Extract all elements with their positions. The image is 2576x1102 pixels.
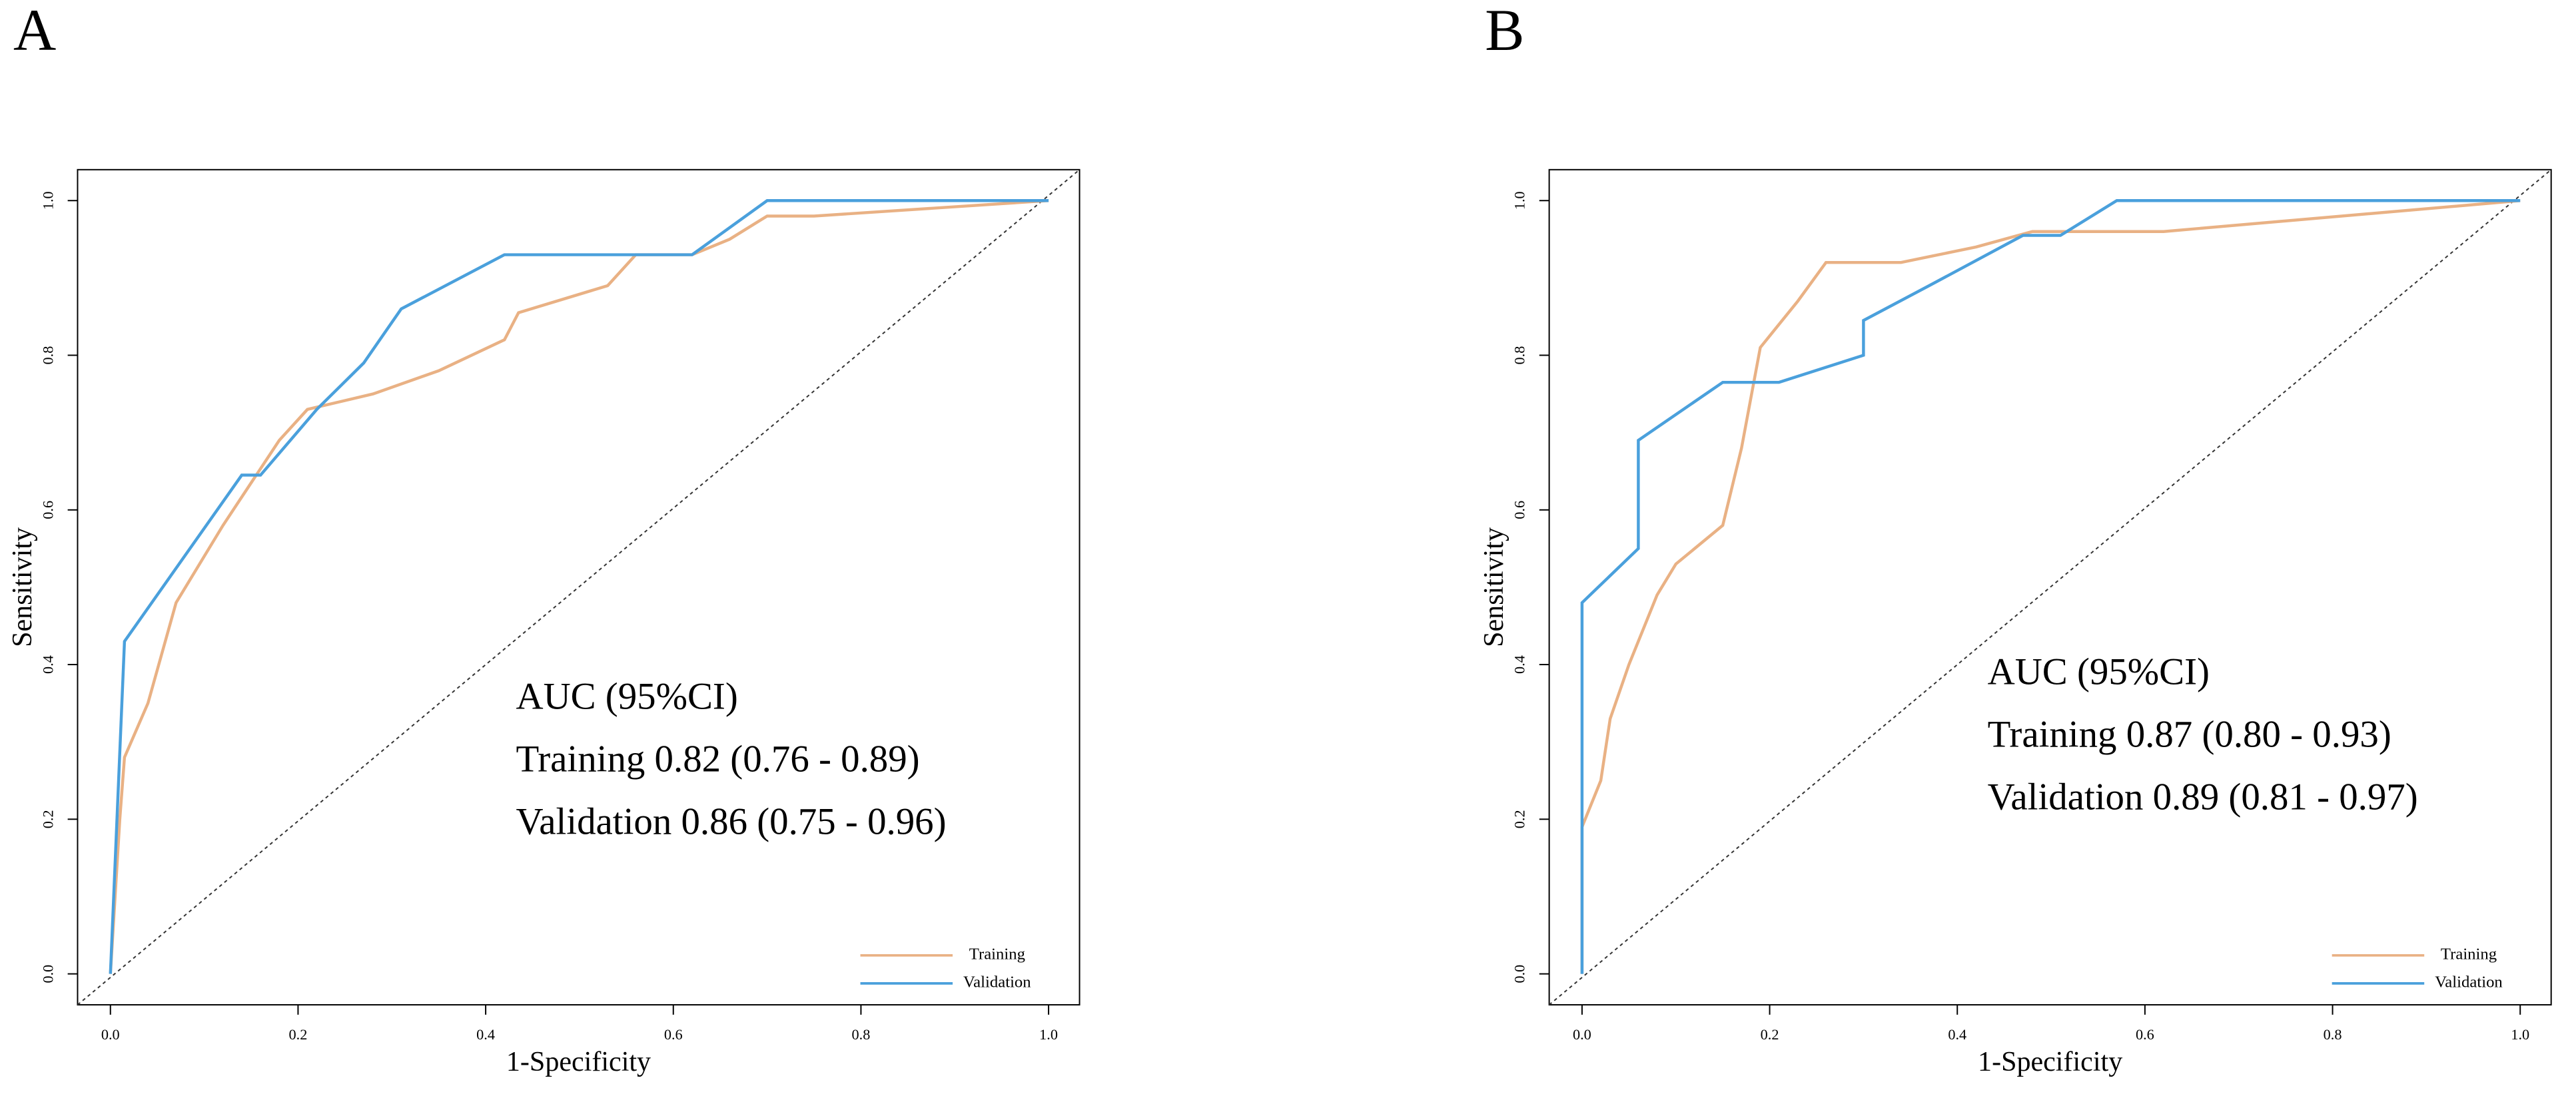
panel-label: A <box>13 0 56 63</box>
roc-line <box>109 199 1049 974</box>
reference-diagonal <box>1548 169 2552 1005</box>
legend-label: Training <box>2441 945 2497 963</box>
x-tick-label: 0.8 <box>852 1026 871 1043</box>
y-axis-label: Sensitivity <box>1479 527 1509 647</box>
y-tick-label: 1.0 <box>1511 191 1528 210</box>
legend-label: Validation <box>963 973 1031 991</box>
legend-label: Validation <box>2435 973 2503 991</box>
x-tick-label: 0.2 <box>1761 1026 1779 1043</box>
y-tick-label: 0.2 <box>40 810 57 828</box>
plot-frame <box>1548 168 2552 1006</box>
x-tick-label: 0.6 <box>2136 1026 2154 1043</box>
x-tick-label: 0.2 <box>289 1026 308 1043</box>
x-tick-label: 0.6 <box>664 1026 683 1043</box>
y-tick-label: 0.6 <box>40 501 57 519</box>
x-tick-label: 0.0 <box>101 1026 120 1043</box>
x-tick-label: 1.0 <box>1039 1026 1058 1043</box>
annotation: AUC (95%CI) <box>516 675 738 717</box>
y-tick-label: 0.2 <box>1511 810 1528 828</box>
y-tick-label: 1.0 <box>40 191 57 210</box>
x-tick-label: 1.0 <box>2511 1026 2529 1043</box>
annotation: Validation 0.86 (0.75 - 0.96) <box>516 800 947 842</box>
y-tick-label: 0.8 <box>40 346 57 365</box>
roc-line <box>109 199 1049 974</box>
x-tick-label: 0.8 <box>2324 1026 2342 1043</box>
roc-line <box>1580 199 2521 974</box>
y-tick-label: 0.4 <box>1511 655 1528 674</box>
annotation: Training 0.82 (0.76 - 0.89) <box>516 738 920 780</box>
legend-label: Training <box>969 945 1025 963</box>
y-axis-label: Sensitivity <box>7 527 38 647</box>
x-tick-label: 0.4 <box>1948 1026 1966 1043</box>
plot-frame <box>77 168 1080 1006</box>
x-axis-label: 1-Specificity <box>506 1047 651 1077</box>
y-tick-label: 0.0 <box>40 965 57 983</box>
roc-line <box>1580 199 2521 974</box>
y-tick-label: 0.0 <box>1511 965 1528 983</box>
annotation: Training 0.87 (0.80 - 0.93) <box>1988 713 2391 755</box>
x-tick-label: 0.0 <box>1573 1026 1591 1043</box>
x-tick-label: 0.4 <box>476 1026 495 1043</box>
x-axis-label: 1-Specificity <box>1978 1047 2122 1077</box>
annotation: AUC (95%CI) <box>1988 651 2210 692</box>
y-tick-label: 0.6 <box>1511 501 1528 519</box>
annotation: Validation 0.89 (0.81 - 0.97) <box>1988 776 2418 818</box>
y-tick-label: 0.4 <box>40 655 57 674</box>
panel-label: B <box>1485 0 1524 63</box>
y-tick-label: 0.8 <box>1511 346 1528 365</box>
